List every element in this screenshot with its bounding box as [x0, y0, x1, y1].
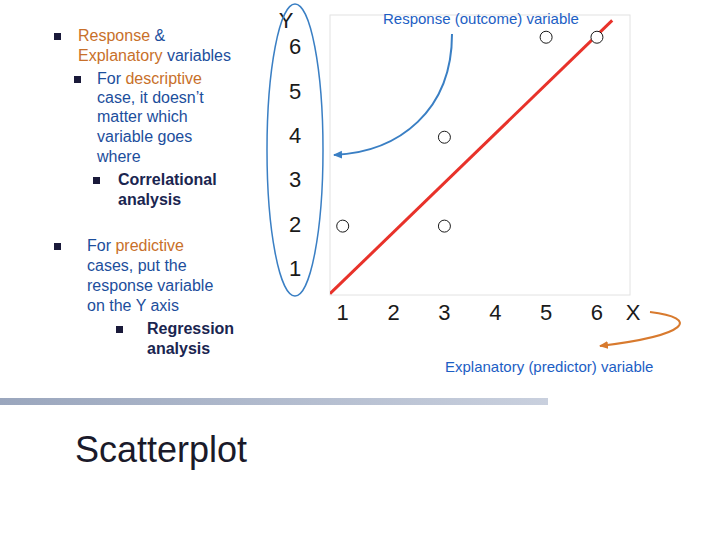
bullet-text: analysis: [118, 191, 181, 208]
text-run: For: [87, 237, 115, 254]
bullet-text: Correlational: [118, 171, 217, 188]
text-run: variables: [163, 47, 231, 64]
text-run: response variable: [87, 277, 213, 294]
label-arrow: [334, 34, 452, 155]
scatter-point: [438, 131, 450, 143]
text-run: on the Y axis: [87, 297, 179, 314]
bullet-text: response variable: [87, 277, 213, 294]
x-tick-label: 3: [438, 300, 450, 325]
bullet-text: For descriptive: [97, 70, 202, 87]
bullet-text: case, it doesn’t: [97, 89, 204, 106]
y-tick-label: 1: [289, 256, 301, 281]
text-run: analysis: [147, 340, 210, 357]
y-tick-label: 6: [289, 34, 301, 59]
text-run: descriptive: [125, 70, 202, 87]
text-run: Response: [78, 27, 150, 44]
text-run: variable goes: [97, 128, 192, 145]
divider-bar: [0, 398, 548, 405]
plot-frame: [330, 15, 630, 295]
bullet-text: For predictive: [87, 237, 184, 254]
text-run: case, it doesn’t: [97, 89, 204, 106]
x-tick-label: 5: [540, 300, 552, 325]
bullet-square: [74, 76, 81, 83]
trend-line: [330, 20, 612, 293]
text-run: where: [96, 148, 141, 165]
label-arrow: [600, 312, 680, 346]
text-run: &: [150, 27, 165, 44]
bullet-text: Explanatory variables: [78, 47, 231, 64]
text-run: matter which: [97, 108, 188, 125]
slide: Response & Explanatory variables For descr…: [0, 0, 720, 540]
scatter-point: [337, 220, 349, 232]
y-axis-label: Response (outcome) variable: [383, 10, 579, 27]
bullet-text: Regression: [147, 320, 234, 337]
x-tick-label: 1: [337, 300, 349, 325]
y-tick-label: 5: [289, 79, 301, 104]
bullet-text: cases, put the: [87, 257, 187, 274]
bullet-text: Response &: [78, 27, 165, 44]
text-run: cases, put the: [87, 257, 187, 274]
text-run: Correlational: [118, 171, 217, 188]
y-tick-label: 2: [289, 212, 301, 237]
x-tick-label: 6: [591, 300, 603, 325]
bullet-text: variable goes: [97, 128, 192, 145]
text-run: Regression: [147, 320, 234, 337]
plot-area: [330, 20, 612, 293]
heading: Scatterplot: [75, 429, 247, 470]
axis-highlight: [267, 4, 323, 296]
bullet-text: on the Y axis: [87, 297, 179, 314]
bullet-square: [54, 243, 61, 250]
bullet-text: where: [96, 148, 141, 165]
x-axis-label: Explanatory (predictor) variable: [445, 358, 653, 375]
text-run: For: [97, 70, 125, 87]
x-tick-label: 2: [387, 300, 399, 325]
scatter-point: [591, 31, 603, 43]
bullet-text: analysis: [147, 340, 210, 357]
text-run: analysis: [118, 191, 181, 208]
bullet-square: [93, 177, 100, 184]
y-tick-label: 4: [289, 123, 301, 148]
bullet-square: [54, 33, 61, 40]
y-tick-label: 3: [289, 167, 301, 192]
text-run: predictive: [115, 237, 184, 254]
scatter-point: [438, 220, 450, 232]
text-run: Explanatory: [78, 47, 163, 64]
x-tick-label: 4: [489, 300, 501, 325]
scatter-point: [540, 31, 552, 43]
bullet-square: [116, 326, 123, 333]
bullet-text: matter which: [97, 108, 188, 125]
x-axis-name: X: [626, 300, 641, 325]
